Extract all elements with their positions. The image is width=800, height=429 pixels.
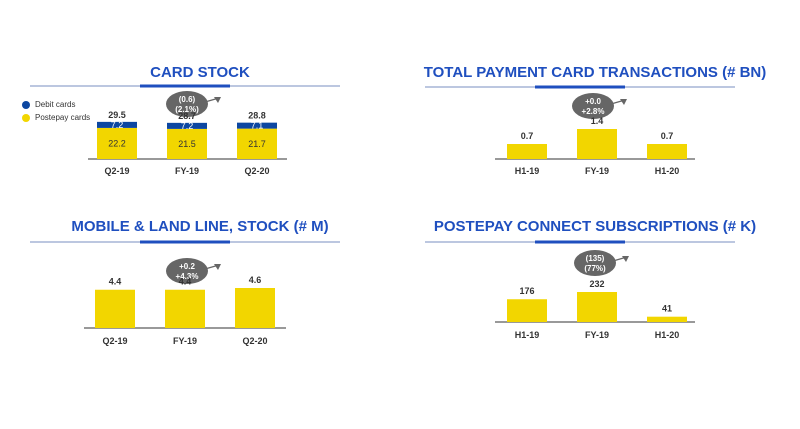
card-stock-chart: (0.6)(2.1%)22.27.229.5Q2-1921.57.228.7FY… bbox=[30, 84, 340, 176]
category-label: H1-19 bbox=[515, 330, 540, 340]
trend-arrow-head bbox=[214, 97, 221, 103]
payment-transactions-panel: TOTAL PAYMENT CARD TRANSACTIONS (# BN) +… bbox=[395, 60, 795, 260]
bar-value-label: 41 bbox=[662, 304, 672, 314]
legend-label: Debit cards bbox=[35, 100, 76, 109]
delta-value: +0.2 bbox=[179, 262, 195, 271]
trend-arrow-head bbox=[620, 99, 627, 105]
card-stock-panel: CARD STOCK Debit cards Postepay cards (0… bbox=[0, 60, 400, 260]
bar-postepay bbox=[237, 128, 277, 159]
title-underline bbox=[535, 240, 625, 244]
category-label: FY-19 bbox=[173, 336, 197, 346]
legend-label: Postepay cards bbox=[35, 113, 91, 122]
bar-debit bbox=[237, 122, 277, 129]
delta-percent: (77%) bbox=[584, 264, 606, 273]
category-label: Q2-20 bbox=[242, 336, 267, 346]
bar-label-postepay: 21.7 bbox=[248, 139, 266, 149]
chart-title: MOBILE & LAND LINE, STOCK (# M) bbox=[71, 218, 329, 235]
category-label: FY-19 bbox=[585, 330, 609, 340]
bar-label-postepay: 21.5 bbox=[178, 139, 196, 149]
bar-value-label: 4.4 bbox=[179, 277, 192, 287]
bar-total-label: 28.7 bbox=[178, 111, 196, 121]
category-label: Q2-20 bbox=[244, 166, 269, 176]
mobile-land-line-chart: +0.2+4.3%4.4Q2-194.4FY-194.6Q2-20 bbox=[30, 240, 340, 346]
chart-title: CARD STOCK bbox=[150, 64, 250, 81]
delta-bubble bbox=[574, 250, 616, 276]
chart-title: POSTEPAY CONNECT SUBSCRIPTIONS (# K) bbox=[433, 218, 757, 235]
legend-item-postepay: Postepay cards bbox=[22, 111, 90, 124]
bar bbox=[577, 292, 617, 322]
bar-value-label: 4.6 bbox=[249, 275, 262, 285]
category-label: Q2-19 bbox=[102, 336, 127, 346]
chart-title: TOTAL PAYMENT CARD TRANSACTIONS (# BN) bbox=[423, 64, 767, 81]
delta-percent: (2.1%) bbox=[175, 105, 199, 114]
bar-debit bbox=[167, 122, 207, 129]
postepay-connect-chart: (135)(77%) 176 H1-19 232 FY-19 41 H1-20 bbox=[425, 240, 735, 340]
bar bbox=[95, 289, 135, 328]
title-underline bbox=[140, 84, 230, 88]
bar-label-debit: 7.2 bbox=[111, 120, 124, 130]
bar bbox=[507, 299, 547, 322]
mobile-land-line-panel: MOBILE & LAND LINE, STOCK (# M) +0.2 +4.3… bbox=[0, 215, 400, 415]
category-label: H1-20 bbox=[655, 166, 680, 176]
category-label: FY-19 bbox=[585, 166, 609, 176]
category-label: H1-19 bbox=[515, 166, 540, 176]
bar-postepay bbox=[167, 128, 207, 159]
payment-transactions-chart: +0.0+2.8% 0.7 H1-19 1.4 FY-19 0.7 H1-20 bbox=[425, 85, 735, 176]
bar bbox=[647, 144, 687, 159]
title-underline bbox=[140, 240, 230, 244]
legend-swatch-debit bbox=[22, 100, 30, 109]
trend-arrow-head bbox=[214, 264, 221, 270]
legend-swatch-postepay bbox=[22, 113, 30, 122]
delta-value: (0.6) bbox=[179, 95, 196, 104]
bar-total-label: 29.5 bbox=[108, 110, 126, 120]
bar bbox=[235, 288, 275, 328]
delta-value: +0.0 bbox=[585, 97, 601, 106]
bar-label-debit: 7.2 bbox=[181, 121, 194, 131]
bar-value-label: 176 bbox=[519, 286, 534, 296]
bar-total-label: 28.8 bbox=[248, 111, 266, 121]
bar-postepay bbox=[97, 127, 137, 159]
legend: Debit cards Postepay cards bbox=[22, 98, 90, 124]
category-label: Q2-19 bbox=[104, 166, 129, 176]
delta-bubble bbox=[166, 258, 208, 284]
bar-value-label: 4.4 bbox=[109, 277, 122, 287]
bar bbox=[647, 316, 687, 322]
bar-value-label: 0.7 bbox=[661, 131, 674, 141]
delta-bubble bbox=[572, 93, 614, 119]
delta-value: (135) bbox=[586, 254, 605, 263]
category-label: H1-20 bbox=[655, 330, 680, 340]
bar bbox=[577, 129, 617, 159]
bar-debit bbox=[97, 121, 137, 128]
bar bbox=[165, 289, 205, 328]
title-underline bbox=[535, 85, 625, 89]
delta-percent: +4.3% bbox=[176, 272, 199, 281]
bar-value-label: 232 bbox=[589, 279, 604, 289]
delta-percent: +2.8% bbox=[582, 107, 605, 116]
postepay-connect-panel: POSTEPAY CONNECT SUBSCRIPTIONS (# K) (13… bbox=[395, 215, 795, 415]
legend-item-debit: Debit cards bbox=[22, 98, 90, 111]
bar-value-label: 1.4 bbox=[591, 116, 604, 126]
category-label: FY-19 bbox=[175, 166, 199, 176]
bar-value-label: 0.7 bbox=[521, 131, 534, 141]
bar-label-postepay: 22.2 bbox=[108, 138, 126, 148]
trend-arrow-head bbox=[622, 256, 629, 262]
delta-bubble bbox=[166, 91, 208, 117]
bar-label-debit: 7.1 bbox=[251, 121, 264, 131]
bar bbox=[507, 144, 547, 159]
